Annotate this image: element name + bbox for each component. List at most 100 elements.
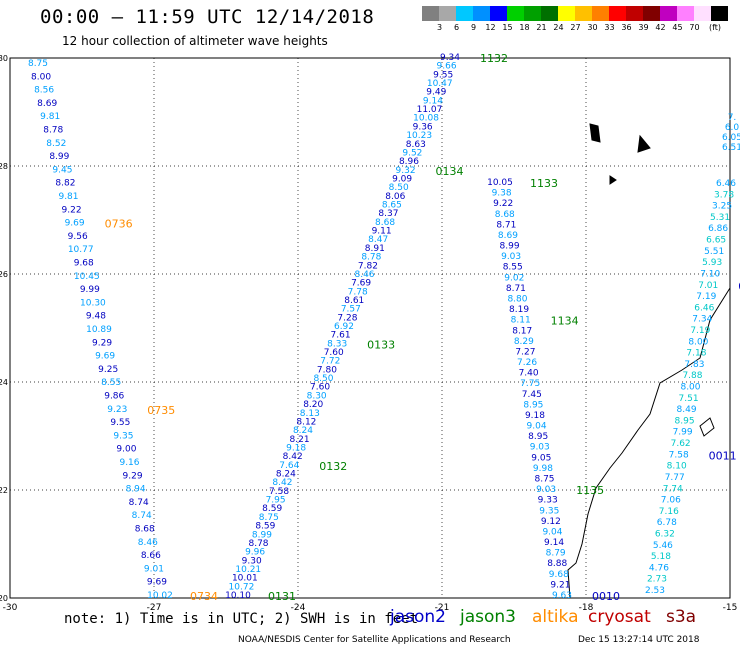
wave-height-value: 6.86 (708, 224, 728, 234)
color-scale-label: 21 (536, 23, 547, 32)
wave-height-value: 8.29 (514, 337, 534, 347)
legend-item-jason3: jason3 (460, 607, 516, 627)
color-swatch (677, 6, 694, 21)
wave-height-value: 8.50 (389, 183, 409, 193)
wave-height-value: 10.23 (406, 131, 432, 141)
wave-height-value: 5.51 (704, 247, 724, 257)
wave-height-value: 8.95 (528, 432, 548, 442)
pass-time-label: 0134 (436, 165, 464, 178)
island-outline (609, 175, 617, 185)
wave-height-value: 9.04 (542, 527, 562, 537)
pass-time-label: 1132 (480, 52, 508, 65)
wave-height-value: 7.34 (692, 315, 712, 325)
map-frame (9, 57, 731, 599)
color-scale-unit: (ft) (708, 23, 722, 32)
pass-time-label: 1134 (551, 315, 579, 328)
wave-height-value: 8.95 (523, 400, 543, 410)
wave-height-value: 9.96 (245, 548, 265, 558)
color-swatch (541, 6, 558, 21)
color-swatch (643, 6, 660, 21)
wave-height-value: 7.78 (348, 287, 368, 297)
wave-height-value: 7.69 (351, 279, 371, 289)
color-swatch (711, 6, 728, 21)
wave-height-value: 9.22 (493, 199, 513, 209)
wave-height-value: 8.00 (680, 383, 700, 393)
latitude-tick-label: 20 (0, 594, 8, 603)
wave-height-value: 7.75 (520, 379, 540, 389)
wave-height-value: 8.00 (688, 337, 708, 347)
wave-height-value: 8.95 (675, 416, 695, 426)
wave-height-value: 9.11 (372, 227, 392, 237)
wave-height-value: 7.19 (696, 292, 716, 302)
wave-height-value: 8.55 (101, 378, 121, 388)
wave-height-value: 9.23 (107, 405, 127, 415)
wave-height-value: 9.30 (242, 556, 262, 566)
color-scale-label: 18 (519, 23, 530, 32)
wave-height-value: 8.46 (138, 538, 158, 548)
color-swatch (473, 6, 490, 21)
pass-time-label: 1133 (530, 177, 558, 190)
color-scale-label: 36 (621, 23, 632, 32)
wave-height-value: 8.91 (365, 244, 385, 254)
pass-time-label: 0010 (592, 590, 620, 603)
wave-height-value: 9.68 (549, 570, 569, 580)
pass-time-label: 1135 (576, 484, 604, 497)
island-outline (699, 417, 715, 437)
wave-height-value: 8.55 (503, 263, 523, 273)
wave-height-value: 8.20 (303, 400, 323, 410)
wave-height-value: 9.56 (68, 232, 88, 242)
wave-height-value: 8.63 (406, 140, 426, 150)
altimeter-map: -30 -27 -24 -21 -18 -15 30 28 26 24 22 20 8.75 8.00 8.… (0, 52, 740, 613)
wave-height-value: 8.75 (534, 475, 554, 485)
wave-height-value: 7.57 (341, 305, 361, 315)
pass-time-label: 0736 (105, 218, 133, 231)
legend-item-altika: altika (532, 607, 579, 627)
wave-height-value: 8.94 (126, 485, 146, 495)
wave-height-value: 8.71 (496, 220, 516, 230)
wave-height-value: 8.74 (132, 511, 152, 521)
wave-height-value: 6.78 (657, 518, 677, 528)
color-scale-label: 42 (655, 23, 666, 32)
wave-height-value: 8.47 (368, 235, 388, 245)
color-scale-label: 9 (470, 23, 477, 32)
wave-height-value: 7.72 (320, 357, 340, 367)
wave-height-value: 8.75 (28, 59, 48, 69)
pass-time-label: 0131 (268, 590, 296, 603)
color-swatch (558, 6, 575, 21)
wave-height-value: 9.32 (396, 166, 416, 176)
wave-height-value: 7.01 (698, 281, 718, 291)
wave-height-value: 9.04 (527, 422, 547, 432)
pass-time-label: 0011 (709, 449, 737, 462)
wave-height-value: 10.45 (74, 272, 100, 282)
wave-height-value: 9.99 (80, 285, 100, 295)
island-outline (637, 134, 651, 153)
longitude-tick-label: -24 (291, 603, 306, 613)
credit-timestamp: Dec 15 13:27:14 UTC 2018 (578, 635, 700, 645)
wave-height-value: 7.18 (686, 349, 706, 359)
wave-height-value: 7.77 (665, 473, 685, 483)
wave-height-value: 8.13 (300, 409, 320, 419)
wave-height-value: 9.49 (426, 88, 446, 98)
color-swatch (524, 6, 541, 21)
wave-height-value: 7.58 (669, 450, 689, 460)
wave-height-value: 7.80 (317, 365, 337, 375)
color-scale-label: 27 (570, 23, 581, 32)
wave-height-value: 9.29 (92, 338, 112, 348)
wave-height-value: 9.69 (95, 352, 115, 362)
color-scale-label: 12 (485, 23, 496, 32)
wave-height-value: 8.78 (248, 539, 268, 549)
page-title: 00:00 – 11:59 UTC 12/14/2018 (40, 6, 375, 28)
color-scale-label: 15 (502, 23, 513, 32)
wave-height-value: 9.18 (286, 443, 306, 453)
wave-height-value: 5.31 (710, 213, 730, 223)
wave-height-value: 8.00 (31, 72, 51, 82)
legend-item-s3a: s3a (666, 607, 697, 627)
wave-height-color-scale (422, 6, 728, 21)
wave-height-value: 8.80 (507, 294, 527, 304)
wave-height-value: 8.11 (511, 316, 531, 326)
wave-height-value: 9.35 (539, 506, 559, 516)
wave-height-value: 8.74 (129, 498, 149, 508)
color-swatch (660, 6, 677, 21)
pass-time-label: 0734 (190, 590, 218, 603)
wave-height-value: 8.65 (382, 201, 402, 211)
